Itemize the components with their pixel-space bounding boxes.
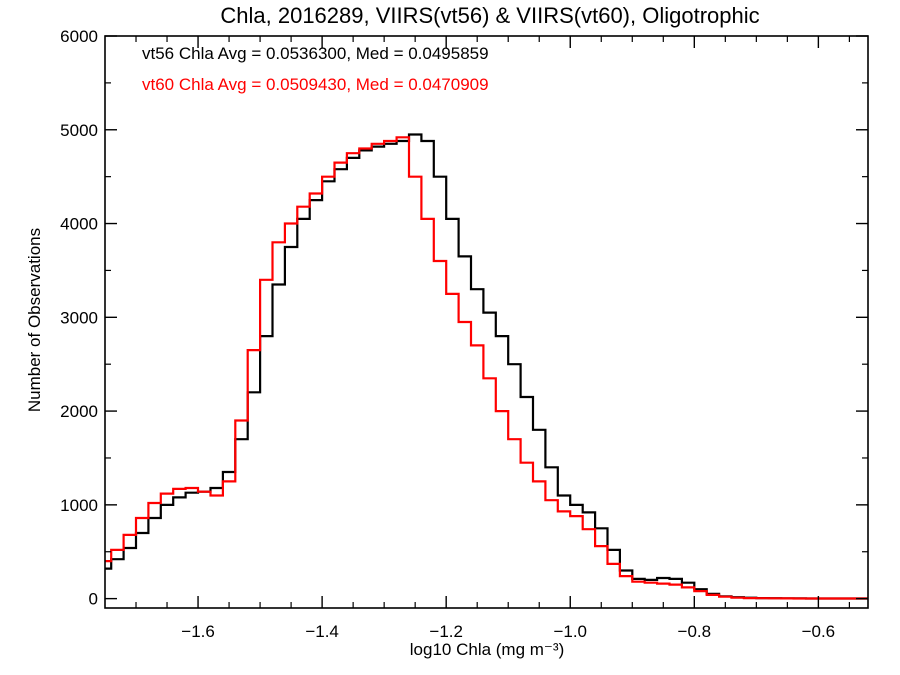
y-axis-label: Number of Observations	[25, 228, 44, 412]
tick-layer: −1.6 −1.4 −1.2 −1.0 −0.8 −0.6 0 1000 2000 3000 400…	[60, 27, 868, 641]
x-tick-label: −1.6	[181, 622, 215, 641]
series-layer	[105, 133, 868, 600]
y-tick-label: 2000	[60, 402, 98, 421]
x-axis-label: log10 Chla (mg m⁻³)	[410, 640, 564, 659]
annotation-0: vt56 Chla Avg = 0.0536300, Med = 0.04958…	[142, 44, 489, 63]
plot-frame	[104, 35, 869, 609]
annotation-layer: vt56 Chla Avg = 0.0536300, Med = 0.04958…	[142, 44, 489, 94]
x-tick-label: −0.6	[802, 622, 836, 641]
series-line-1	[105, 136, 868, 600]
y-tick-label: 3000	[60, 308, 98, 327]
x-tick-label: −0.8	[678, 622, 712, 641]
series-line-0	[105, 133, 868, 600]
y-tick-label: 1000	[60, 496, 98, 515]
chart-title: Chla, 2016289, VIIRS(vt56) & VIIRS(vt60)…	[220, 3, 759, 28]
y-tick-label: 5000	[60, 121, 98, 140]
annotation-1: vt60 Chla Avg = 0.0509430, Med = 0.04709…	[142, 75, 489, 94]
y-tick-label: 0	[89, 590, 98, 609]
x-tick-label: −1.0	[553, 622, 587, 641]
x-tick-label: −1.2	[429, 622, 463, 641]
y-tick-label: 6000	[60, 27, 98, 46]
y-tick-label: 4000	[60, 215, 98, 234]
x-tick-label: −1.4	[305, 622, 339, 641]
